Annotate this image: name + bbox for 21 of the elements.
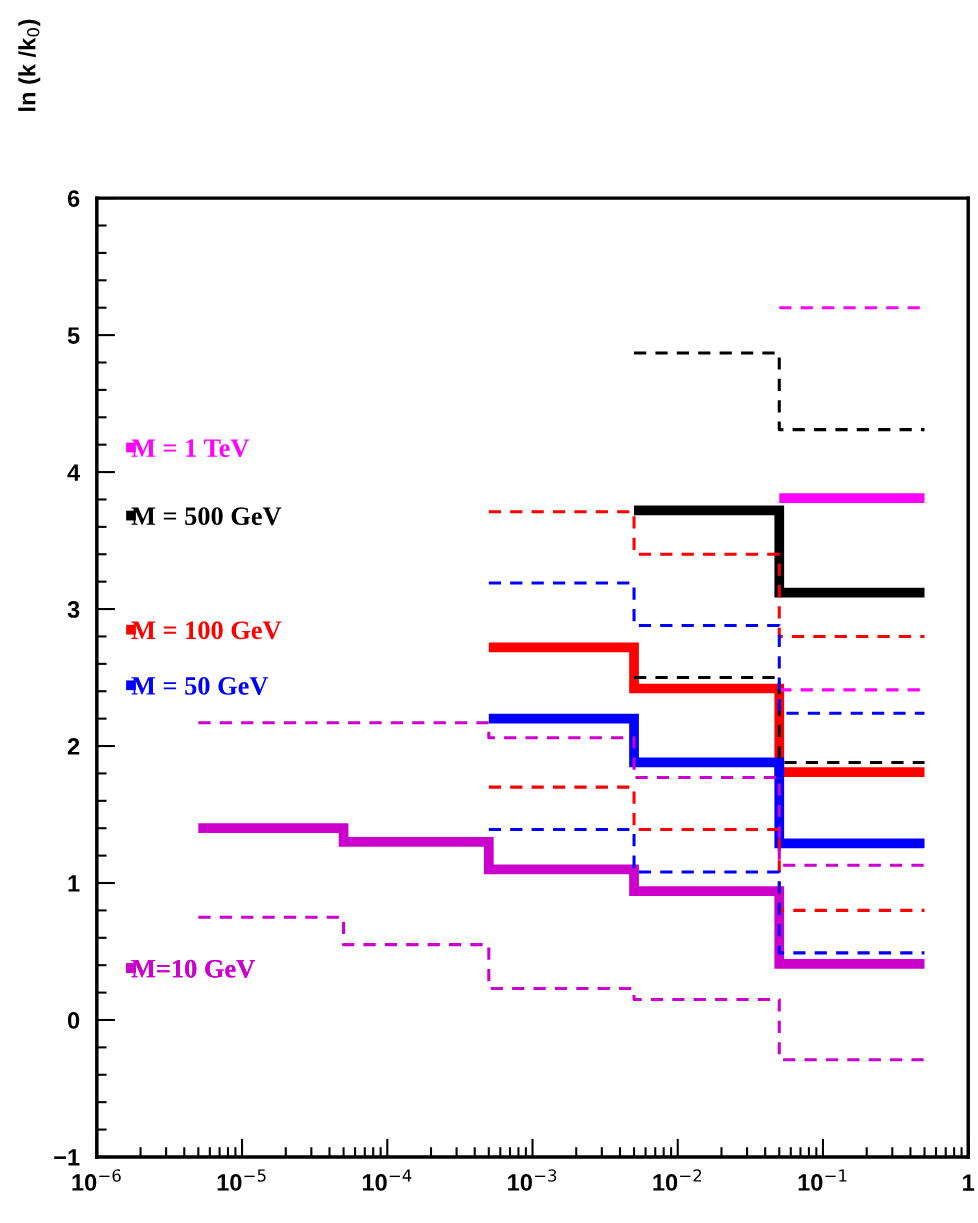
y-axis-title: ln (k /k$_{0}$) [18,19,41,111]
y-tick-label: 2 [67,738,80,755]
legend-label: M = 1 TeV [131,439,250,458]
legend-label: M = 100 GeV [131,621,282,640]
legend-label: M=10 GeV [131,959,255,978]
x-tick-label: 10$^{−1}$ [798,1169,847,1191]
y-tick-label: −1 [54,1149,80,1166]
legend-label: M = 500 GeV [131,507,282,526]
y-tick-label: 0 [67,1012,80,1029]
x-tick-label: 10$^{−3}$ [508,1169,557,1191]
x-tick-label: 10$^{−2}$ [653,1169,702,1191]
y-tick-label: 1 [68,875,80,892]
x-tick-label: 10$^{−6}$ [72,1169,121,1191]
y-tick-label: 3 [67,601,80,618]
legend-label: M = 50 GeV [131,676,269,695]
y-tick-label: 4 [67,464,81,481]
x-tick-label: 10$^{−5}$ [217,1169,266,1191]
x-tick-label: 1 [963,1174,975,1191]
x-tick-label: 10$^{−4}$ [362,1169,412,1191]
y-tick-label: 6 [67,190,80,207]
y-tick-label: 5 [67,327,80,344]
